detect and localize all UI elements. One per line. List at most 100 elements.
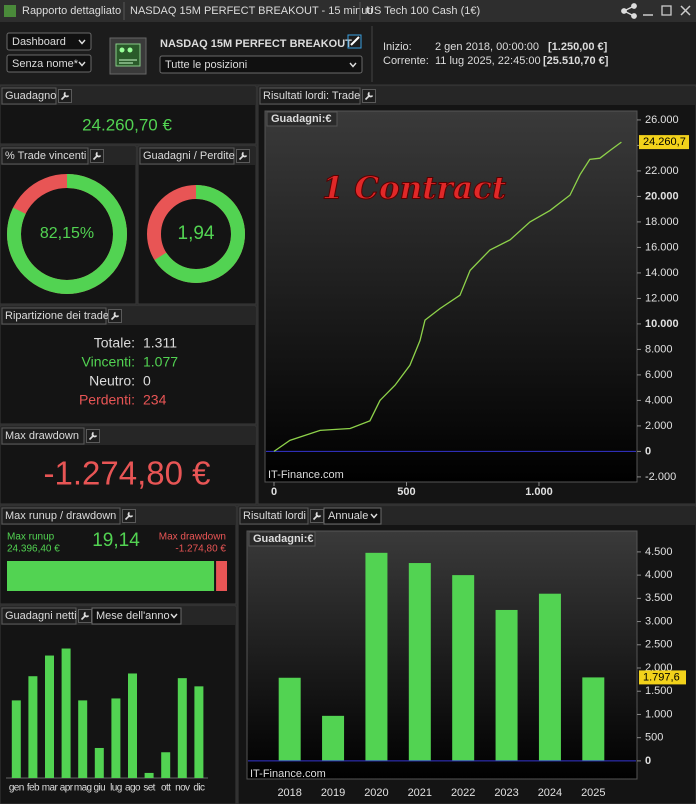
panel-header: Guadagno: [1, 87, 255, 105]
last-value-box: [639, 670, 686, 685]
x-tick-label: 2025: [581, 787, 605, 799]
y-tick-label: 20.000: [645, 190, 679, 202]
equity-line: [273, 141, 622, 452]
drawdown-label: Max drawdown: [159, 532, 226, 543]
watermark: IT-Finance.com: [268, 469, 344, 481]
y-tick-label: 3.000: [645, 615, 673, 627]
y-tick-label: 1.000: [645, 708, 673, 720]
y-tick-label: 12.000: [645, 292, 679, 304]
settings-button[interactable]: [108, 309, 122, 323]
settings-button[interactable]: [58, 89, 72, 103]
panel-title: Guadagno: [5, 90, 56, 102]
y-tick-label: 500: [645, 732, 663, 744]
panel-title: Risultati lordi: Trade: [263, 90, 360, 102]
donut-win: [7, 174, 127, 294]
x-tick-label: 2022: [451, 787, 475, 799]
panel-header: Ripartizione dei trade: [1, 307, 255, 325]
axis-title-box: [248, 531, 316, 547]
x-tick-label: dic: [193, 783, 205, 794]
axis-title: Guadagni:€: [271, 113, 332, 125]
select-text: Senza nome*: [12, 58, 79, 70]
runup-value: 24.396,40 €: [7, 544, 60, 555]
bar: [144, 772, 154, 778]
system-icon[interactable]: [109, 37, 147, 75]
positions-select[interactable]: Tutte le posizioni: [159, 55, 363, 74]
settings-button[interactable]: [122, 509, 136, 523]
view-select[interactable]: Dashboard: [6, 32, 92, 51]
select-text: Mese dell'anno: [96, 610, 170, 622]
row-label: Totale:: [94, 335, 135, 351]
row-label: Neutro:: [89, 373, 135, 389]
y-tick-label: 2.000: [645, 420, 673, 432]
axis-title-box: [266, 111, 338, 127]
settings-button[interactable]: [78, 609, 92, 623]
row-value: 1.077: [143, 354, 178, 370]
bar: [495, 609, 518, 761]
x-tick-label: 1.000: [525, 486, 553, 498]
runup-bar: [7, 561, 215, 591]
close-button[interactable]: [680, 5, 691, 16]
x-tick-label: giu: [94, 783, 106, 794]
system-name: NASDAQ 15M PERFECT BREAKOUT: [160, 38, 352, 50]
settings-button[interactable]: [310, 509, 324, 523]
share-button[interactable]: [621, 3, 637, 19]
bar: [322, 715, 345, 761]
bar: [538, 593, 561, 761]
drawdown-value: -1.274,80 €: [175, 544, 226, 555]
preset-select[interactable]: Senza nome*: [6, 54, 92, 73]
y-tick-label: -2.000: [645, 471, 676, 483]
maximize-button[interactable]: [661, 5, 672, 16]
panel-title: Ripartizione dei trade: [5, 310, 109, 322]
bar: [28, 676, 38, 778]
bar: [78, 700, 88, 778]
period-select[interactable]: Mese dell'anno: [91, 607, 182, 625]
x-tick-label: 2023: [494, 787, 518, 799]
y-tick-label: 14.000: [645, 267, 679, 279]
y-tick-label: 8.000: [645, 343, 673, 355]
settings-button[interactable]: [90, 149, 104, 163]
x-tick-label: set: [143, 783, 155, 794]
x-tick-label: ago: [125, 783, 141, 794]
current-date: 11 lug 2025, 22:45:00: [435, 55, 541, 67]
bar: [194, 686, 204, 778]
panel-header: Max runup / drawdown: [1, 507, 235, 525]
y-tick-label: 22.000: [645, 165, 679, 177]
start-label: Inizio:: [383, 41, 412, 53]
settings-button[interactable]: [236, 149, 250, 163]
select-text: Tutte le posizioni: [165, 59, 247, 71]
runup-ratio: 19,14: [92, 530, 140, 551]
last-value-label: 24.260,7: [643, 136, 686, 148]
row-value: 1.311: [143, 335, 177, 351]
breakdown-panel: [0, 305, 257, 425]
tab[interactable]: NASDAQ 15M PERFECT BREAKOUT - 15 minuti: [130, 5, 373, 17]
x-tick-label: apr: [60, 783, 74, 794]
x-tick-label: 2019: [321, 787, 345, 799]
gain-value: 24.260,70 €: [82, 115, 172, 134]
row-label: Perdenti:: [79, 392, 135, 408]
panel-title: Max runup / drawdown: [5, 510, 116, 522]
settings-button[interactable]: [362, 89, 376, 103]
panel-title: Guadagni / Perdite: [143, 150, 235, 162]
row-value: 234: [143, 392, 167, 408]
y-tick-label: 1.500: [645, 685, 673, 697]
donut-label: 82,15%: [40, 225, 94, 242]
tab[interactable]: US Tech 100 Cash (1€): [366, 5, 480, 17]
settings-button[interactable]: [86, 429, 100, 443]
toolbar: [0, 22, 696, 84]
period-select[interactable]: Annuale: [323, 507, 382, 525]
y-tick-label: 4.000: [645, 394, 673, 406]
drawdown-bar: [216, 561, 227, 591]
donut-win: [147, 185, 245, 283]
row-label: Vincenti:: [82, 354, 135, 370]
y-tick-label: 26.000: [645, 114, 679, 126]
annotation: 1 Contract: [322, 171, 507, 207]
bar: [365, 552, 388, 761]
edit-button[interactable]: [347, 34, 362, 49]
x-tick-label: 0: [271, 486, 277, 498]
start-date: 2 gen 2018, 00:00:00: [435, 41, 539, 53]
y-tick-label: 3.500: [645, 592, 673, 604]
x-tick-label: 500: [397, 486, 415, 498]
bar: [45, 655, 54, 778]
panel-title: Guadagni netti: [5, 610, 77, 622]
axis-title: Guadagni:€: [253, 533, 314, 545]
